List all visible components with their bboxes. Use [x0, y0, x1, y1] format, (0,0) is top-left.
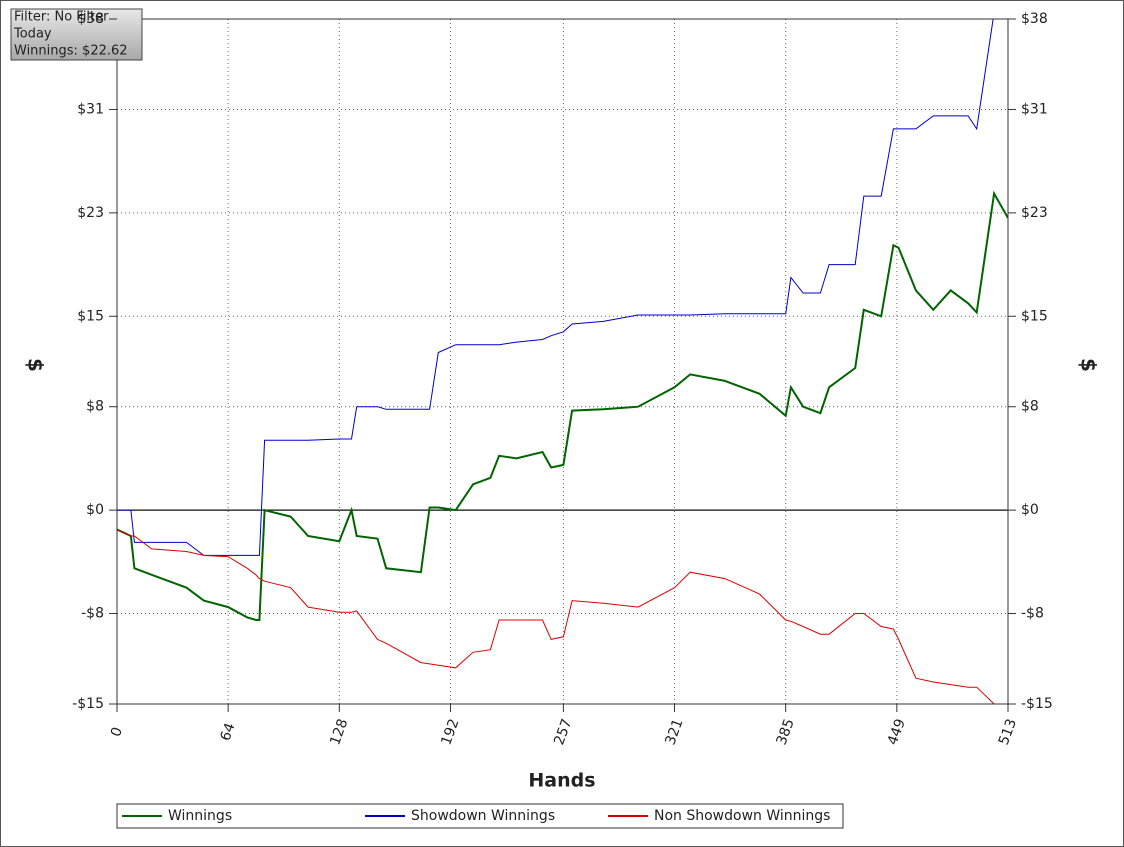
legend-label: Showdown Winnings [411, 808, 555, 824]
y2-tick-label: $38 [1021, 11, 1048, 27]
x-tick-label: 64 [218, 721, 239, 743]
y2-tick-label: $23 [1021, 205, 1048, 221]
series-line [117, 19, 994, 556]
plot-border [116, 18, 1009, 705]
y-tick-label: $15 [77, 308, 104, 324]
legend [116, 803, 844, 829]
y2-tick-label: $15 [1021, 308, 1048, 324]
y-tick-label: $8 [86, 399, 104, 415]
y-tick-label: $23 [77, 205, 104, 221]
y-tick-label: -$15 [72, 696, 104, 712]
y2-tick-label: $31 [1021, 101, 1048, 117]
y2-tick-label: $0 [1021, 502, 1039, 518]
series-line [117, 529, 997, 704]
y-tick-label: $0 [86, 502, 104, 518]
legend-label: Non Showdown Winnings [654, 808, 830, 824]
y-tick-label: -$8 [81, 606, 104, 622]
info-filter: Filter: No Filter [14, 10, 109, 25]
y2-tick-label: $8 [1021, 399, 1039, 415]
info-box [10, 8, 143, 61]
y-tick-label: $38 [77, 11, 104, 27]
info-period: Today [13, 27, 52, 42]
x-axis-label: Hands [528, 770, 595, 792]
y2-tick-label: -$8 [1021, 606, 1044, 622]
info-winnings: Winnings: $22.62 [14, 44, 128, 59]
legend-label: Winnings [168, 808, 232, 824]
y2-axis-label: $ [1077, 358, 1101, 372]
y-axis-label: $ [24, 358, 48, 372]
series-line [117, 190, 1008, 621]
y2-tick-label: -$15 [1021, 696, 1053, 712]
y-tick-label: $31 [77, 101, 104, 117]
